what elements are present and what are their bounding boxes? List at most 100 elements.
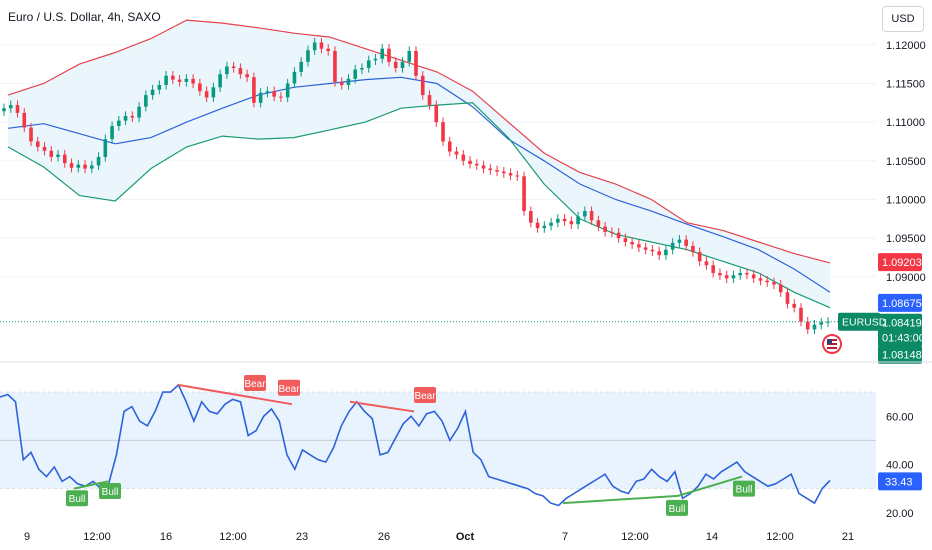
candle-body	[616, 232, 621, 239]
candle-body	[117, 120, 121, 126]
candle-body	[8, 105, 13, 109]
candle-body	[556, 218, 560, 223]
candle-body	[96, 156, 101, 166]
upper-band-badge-text: 1.09203	[882, 257, 922, 269]
candle-body	[366, 60, 371, 68]
candle-body	[454, 151, 459, 155]
x-axis-tick: 12:00	[219, 531, 247, 543]
candle-body	[488, 168, 493, 171]
bull-label-bg	[99, 482, 121, 499]
x-axis-tick: 12:00	[83, 531, 111, 543]
candle-body	[15, 105, 20, 113]
candle-body	[123, 115, 128, 121]
bull-label: Bull	[102, 487, 119, 498]
candle-body	[549, 222, 553, 226]
candle-body	[772, 282, 776, 285]
x-axis-tick: Oct	[456, 531, 475, 543]
us-event-flag-stripe	[827, 345, 837, 347]
candle-body	[144, 95, 148, 107]
bollinger-upper-line	[7, 19, 831, 264]
candle-body	[387, 48, 391, 62]
candle-body	[110, 126, 114, 140]
price-axis-tick: 1.12000	[886, 40, 926, 52]
candle-body	[738, 272, 742, 276]
candle-body	[353, 69, 358, 79]
price-axis-tick: 1.09500	[886, 233, 926, 245]
price-axis-tick: 1.11000	[886, 117, 925, 129]
bear-label-bg	[414, 387, 436, 404]
candle-body	[542, 225, 547, 229]
bull-label-bg	[733, 480, 755, 497]
bear-label-bg	[278, 379, 300, 396]
candle-body	[603, 226, 607, 232]
candle-body	[515, 175, 520, 177]
price-axis-tick: 1.11500	[886, 78, 925, 90]
x-axis-tick: 16	[160, 531, 172, 543]
candle-body	[589, 211, 594, 221]
candle-body	[650, 249, 655, 252]
candle-body	[252, 77, 256, 103]
candle-body	[49, 150, 54, 157]
candle-body	[414, 50, 418, 76]
candle-body	[29, 127, 33, 142]
candle-body	[670, 242, 675, 250]
bull-divergence-line	[677, 475, 743, 497]
candle-body	[22, 112, 27, 128]
candle-body	[535, 222, 540, 229]
candle-body	[481, 165, 486, 169]
candle-body	[799, 307, 803, 322]
candle-body	[630, 242, 634, 245]
lower-band-badge-bg	[878, 345, 922, 364]
candle-body	[258, 92, 263, 103]
candle-body	[299, 61, 303, 72]
candle-body	[778, 284, 783, 293]
bear-divergence-line	[177, 383, 293, 406]
bear-label: Bear	[244, 379, 266, 390]
candle-body	[427, 95, 432, 106]
candle-body	[420, 75, 425, 96]
currency-button[interactable]: USD	[882, 6, 924, 32]
candle-body	[218, 74, 222, 88]
candle-body	[596, 220, 601, 227]
candle-body	[204, 91, 209, 98]
candle-body	[474, 163, 479, 166]
candle-body	[664, 249, 668, 256]
candle-body	[637, 244, 641, 248]
candle-body	[245, 74, 249, 78]
candle-body	[211, 87, 216, 98]
candle-body	[238, 68, 243, 75]
candle-body	[35, 141, 40, 147]
us-event-flag-canton	[827, 339, 832, 344]
x-axis-tick: 21	[842, 531, 854, 543]
candle-body	[522, 176, 526, 212]
candle-body	[745, 272, 749, 275]
price-axis-tick: 1.10500	[886, 156, 926, 168]
candle-body	[731, 275, 736, 279]
bull-label: Bull	[69, 494, 86, 505]
candle-body	[319, 42, 324, 49]
candle-body	[339, 81, 344, 86]
candle-body	[508, 173, 513, 176]
candle-body	[562, 218, 567, 222]
candle-body	[758, 278, 763, 281]
candle-body	[90, 165, 94, 169]
candle-body	[576, 216, 580, 225]
candle-body	[583, 211, 587, 217]
candle-body	[812, 324, 817, 330]
candle-body	[819, 322, 824, 325]
price-axis-tick: 1.09000	[886, 272, 926, 284]
basis-badge-text: 1.08675	[882, 298, 922, 310]
bull-label-bg	[666, 499, 688, 516]
candle-body	[697, 252, 702, 262]
bull-label: Bull	[669, 504, 686, 515]
price-axis-tick: 1.10000	[886, 194, 926, 206]
candle-body	[461, 154, 466, 161]
candle-body	[285, 83, 290, 98]
upper-band-badge-bg	[878, 253, 922, 272]
candle-body	[711, 265, 715, 273]
candle-body	[380, 48, 385, 59]
candle-body	[62, 154, 67, 164]
rsi-axis-tick: 60.00	[886, 411, 914, 423]
candle-body	[724, 275, 729, 279]
